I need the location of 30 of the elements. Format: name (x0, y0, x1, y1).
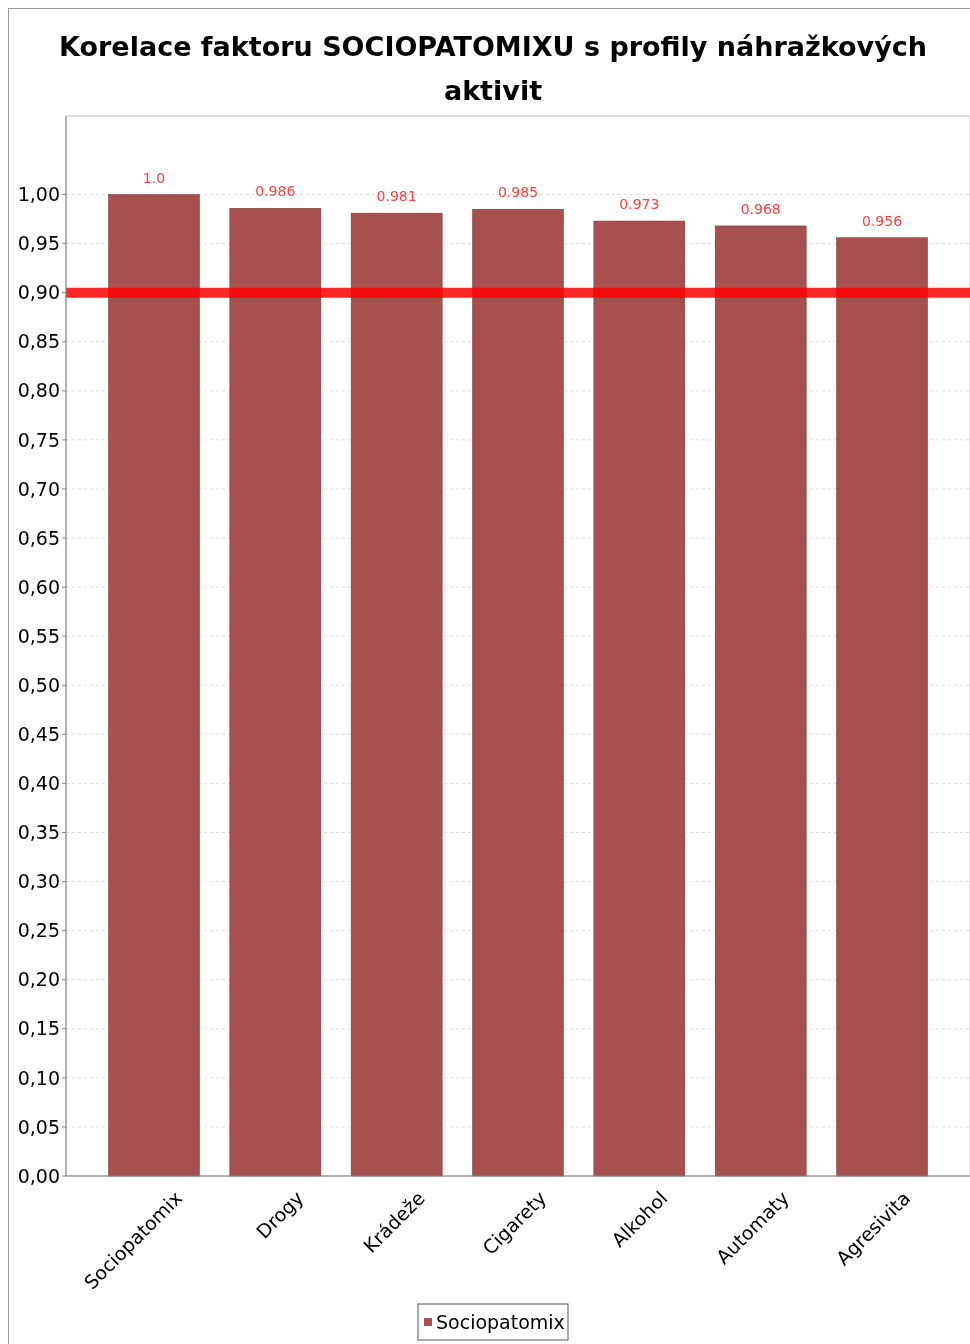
y-tick-label: 0,00 (17, 1164, 60, 1187)
y-tick-label: 0,40 (17, 772, 60, 795)
y-tick-label: 0,50 (17, 673, 60, 696)
y-tick-label: 0,55 (17, 624, 60, 647)
data-label: 0.968 (740, 200, 781, 217)
y-tick-label: 0,15 (17, 1017, 60, 1040)
chart-title: Korelace faktoru SOCIOPATOMIXU s profily náhražkových aktivit (59, 31, 927, 106)
y-tick-label: 0,10 (17, 1066, 60, 1089)
y-tick-label: 0,95 (17, 232, 60, 255)
y-tick-label: 0,25 (17, 919, 60, 942)
y-tick-label: 0,65 (17, 526, 60, 549)
y-tick-label: 0,05 (17, 1115, 60, 1138)
y-tick-label: 0,20 (17, 968, 60, 991)
y-tick-label: 0,75 (17, 428, 60, 451)
y-tick-label: 0,60 (17, 575, 60, 598)
data-label: 0.981 (376, 188, 417, 205)
y-tick-label: 0,30 (17, 870, 60, 893)
data-label: 0.973 (619, 196, 660, 213)
y-tick-label: 0,35 (17, 821, 60, 844)
data-label: 0.986 (255, 183, 296, 200)
y-tick-label: 0,45 (17, 722, 60, 745)
y-tick-label: 0,90 (17, 281, 60, 304)
y-tick-label: 0,70 (17, 477, 60, 500)
data-label: 0.956 (861, 212, 903, 229)
y-tick-label: 1,00 (17, 183, 60, 206)
y-tick-label: 0,85 (17, 330, 60, 353)
text: Sociopatomix (436, 1311, 565, 1333)
data-label: 0.985 (497, 184, 539, 201)
y-tick-label: 0,80 (17, 379, 60, 402)
data-label: 1.0 (142, 169, 166, 186)
